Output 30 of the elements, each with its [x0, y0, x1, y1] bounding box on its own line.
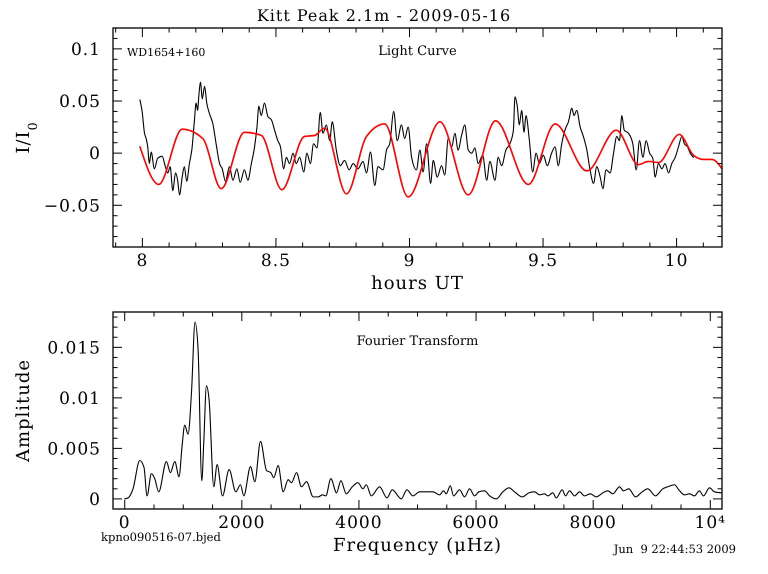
x-tick-label: 4000 [335, 513, 383, 533]
x-tick-label: 10⁴ [694, 513, 726, 533]
x-tick-label: 2000 [218, 513, 266, 533]
annotation: Light Curve [378, 44, 458, 59]
line-series [139, 82, 694, 196]
y-tick-label: 0.01 [59, 388, 101, 409]
x-tick-label: 0 [118, 513, 131, 533]
y-tick-label: 0 [89, 144, 101, 164]
x-tick-label: 10 [664, 251, 688, 271]
y-tick-label: 0.05 [59, 92, 101, 112]
annotation: Fourier Transform [356, 334, 478, 349]
y-tick-label: 0.005 [47, 439, 101, 460]
x-tick-label: 9.5 [528, 251, 558, 271]
line-series [139, 120, 723, 198]
x-tick-label: 6000 [452, 513, 500, 533]
y-tick-label: 0.1 [70, 40, 101, 60]
y-tick-label: 0.015 [47, 338, 101, 358]
chart-title: Kitt Peak 2.1m - 2009-05-16 [256, 6, 512, 25]
x-tick-label: 8000 [570, 513, 617, 533]
x-tick-label: 8.5 [260, 251, 291, 271]
text: Jun 9 22:44:53 2009 [612, 542, 736, 556]
y-tick-label: 0 [89, 490, 101, 510]
x-tick-label: 9 [404, 251, 416, 271]
x-tick-label: 8 [136, 251, 148, 271]
y-tick-label: −0.05 [44, 196, 101, 216]
text: kpno090516-07.bjed [101, 530, 222, 544]
x-axis-title: Frequency (μHz) [332, 535, 502, 556]
annotation: WD1654+160 [127, 46, 206, 59]
y-axis-title: Amplitude [13, 358, 34, 464]
x-axis-title: hours UT [371, 273, 464, 294]
